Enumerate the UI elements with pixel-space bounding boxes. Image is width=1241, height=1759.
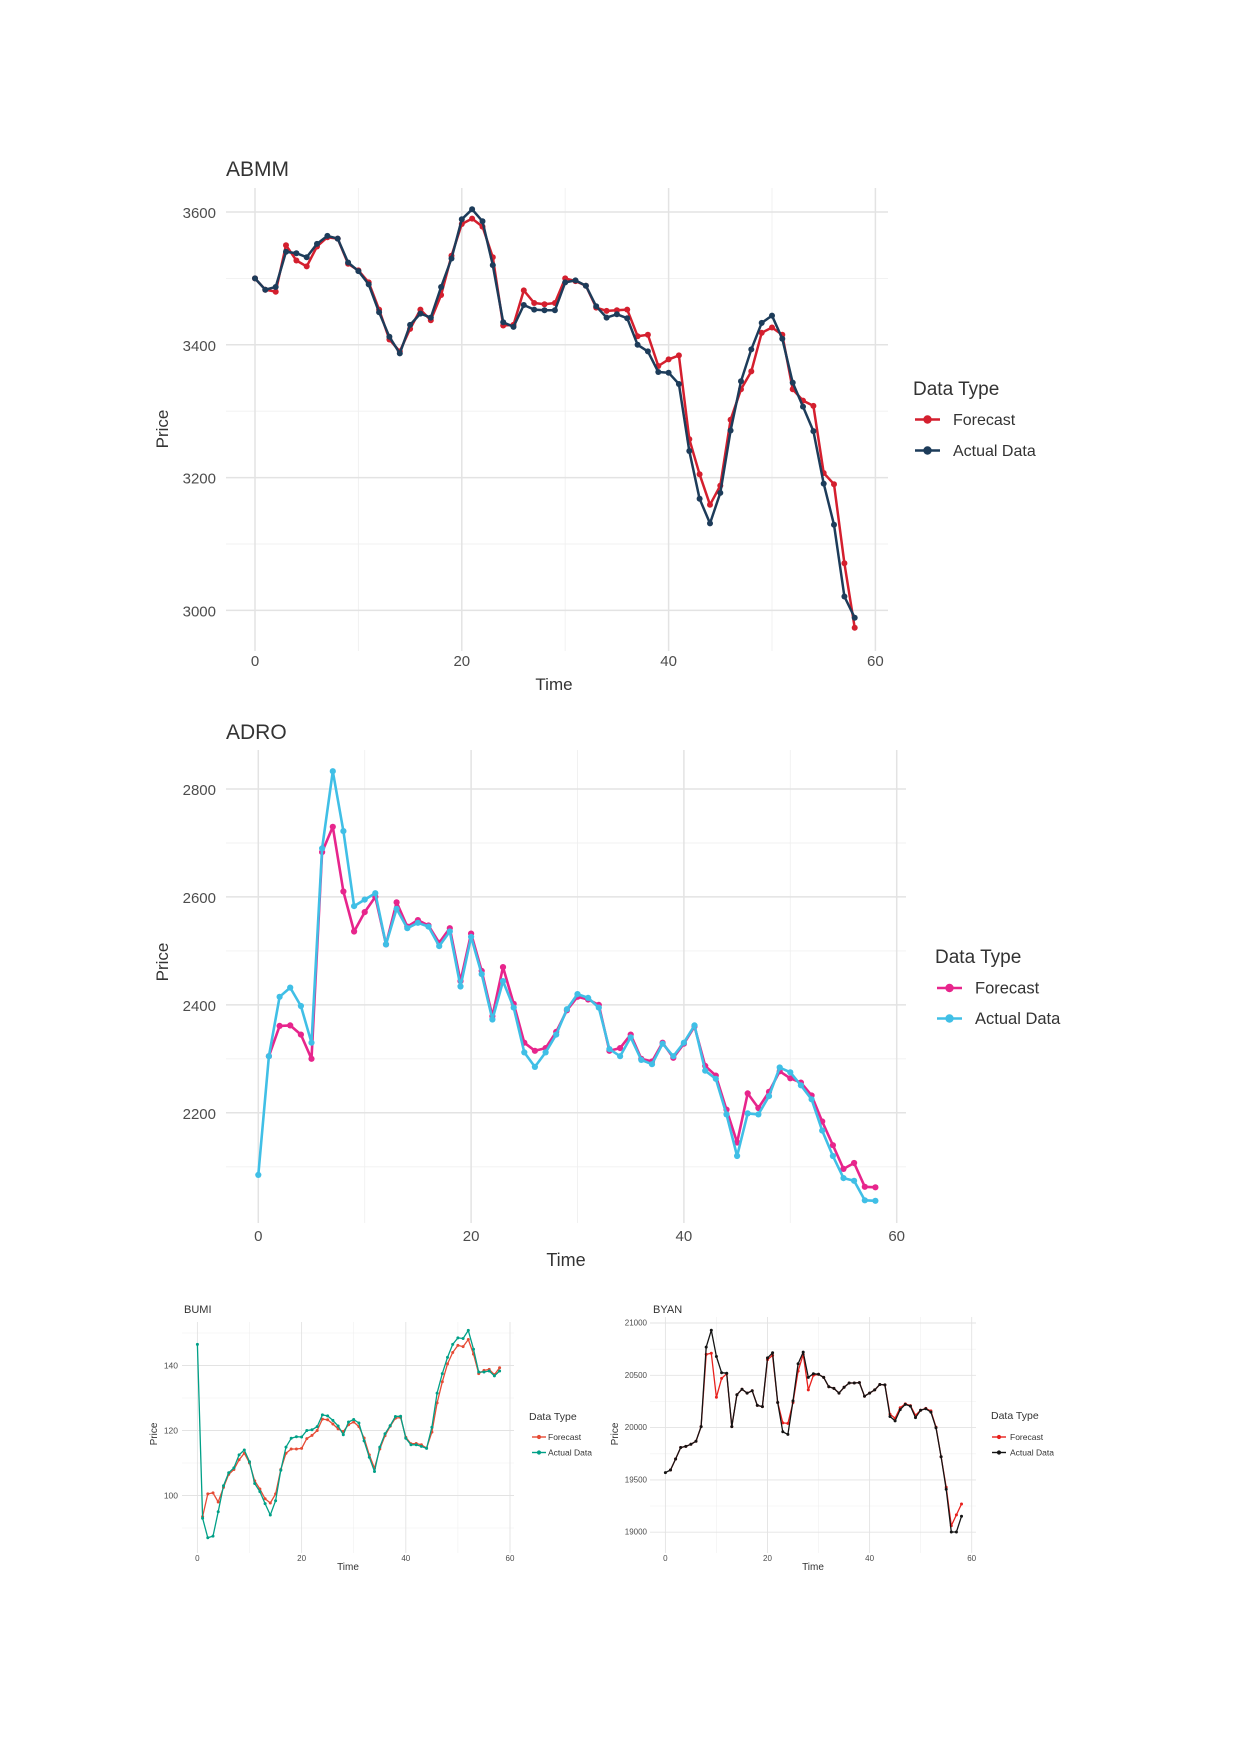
svg-text:BYAN: BYAN [653,1304,682,1316]
svg-text:140: 140 [164,1361,178,1371]
svg-text:19500: 19500 [625,1475,648,1484]
svg-text:0: 0 [663,1554,668,1563]
svg-text:Data Type: Data Type [991,1410,1039,1422]
svg-text:2800: 2800 [183,782,216,799]
svg-text:BUMI: BUMI [184,1304,212,1316]
svg-text:Data Type: Data Type [529,1411,577,1423]
svg-text:0: 0 [251,653,259,670]
svg-text:Actual Data: Actual Data [1010,1448,1054,1458]
svg-text:2400: 2400 [183,998,216,1015]
svg-text:Forecast: Forecast [548,1432,582,1442]
svg-text:Price: Price [153,410,172,449]
svg-text:60: 60 [888,1228,905,1245]
svg-text:Price: Price [610,1422,621,1445]
svg-text:Forecast: Forecast [953,412,1016,429]
svg-text:Time: Time [802,1562,824,1573]
svg-text:20: 20 [763,1554,772,1563]
svg-text:20500: 20500 [625,1371,648,1380]
svg-text:Actual Data: Actual Data [975,1010,1061,1028]
svg-text:100: 100 [164,1491,178,1501]
svg-text:ABMM: ABMM [226,158,289,181]
svg-text:60: 60 [967,1554,976,1563]
svg-text:Time: Time [535,675,572,694]
svg-text:Time: Time [337,1562,359,1573]
svg-text:20000: 20000 [625,1423,648,1432]
svg-text:Data Type: Data Type [913,379,999,400]
svg-text:120: 120 [164,1426,178,1436]
svg-text:40: 40 [401,1554,410,1563]
svg-text:60: 60 [506,1554,515,1563]
svg-text:19000: 19000 [625,1528,648,1537]
svg-text:Forecast: Forecast [975,980,1040,998]
svg-text:2200: 2200 [183,1106,216,1123]
svg-text:2600: 2600 [183,890,216,907]
svg-text:3000: 3000 [183,603,216,620]
svg-text:3200: 3200 [183,471,216,488]
svg-text:0: 0 [195,1554,200,1563]
svg-text:ADRO: ADRO [226,721,287,744]
svg-text:Forecast: Forecast [1010,1432,1044,1442]
svg-text:60: 60 [867,653,884,670]
svg-text:Time: Time [546,1250,585,1270]
svg-text:20: 20 [463,1228,480,1245]
svg-text:3400: 3400 [183,338,216,355]
svg-text:0: 0 [254,1228,262,1245]
svg-text:3600: 3600 [183,205,216,222]
svg-text:40: 40 [865,1554,874,1563]
svg-text:40: 40 [660,653,677,670]
svg-text:20: 20 [297,1554,306,1563]
svg-text:Price: Price [153,943,172,982]
svg-text:20: 20 [453,653,470,670]
svg-text:21000: 21000 [625,1319,648,1328]
svg-text:Actual Data: Actual Data [548,1448,592,1458]
svg-text:Price: Price [149,1422,160,1445]
svg-text:40: 40 [676,1228,693,1245]
svg-text:Actual Data: Actual Data [953,443,1036,460]
svg-text:Data Type: Data Type [935,947,1021,968]
